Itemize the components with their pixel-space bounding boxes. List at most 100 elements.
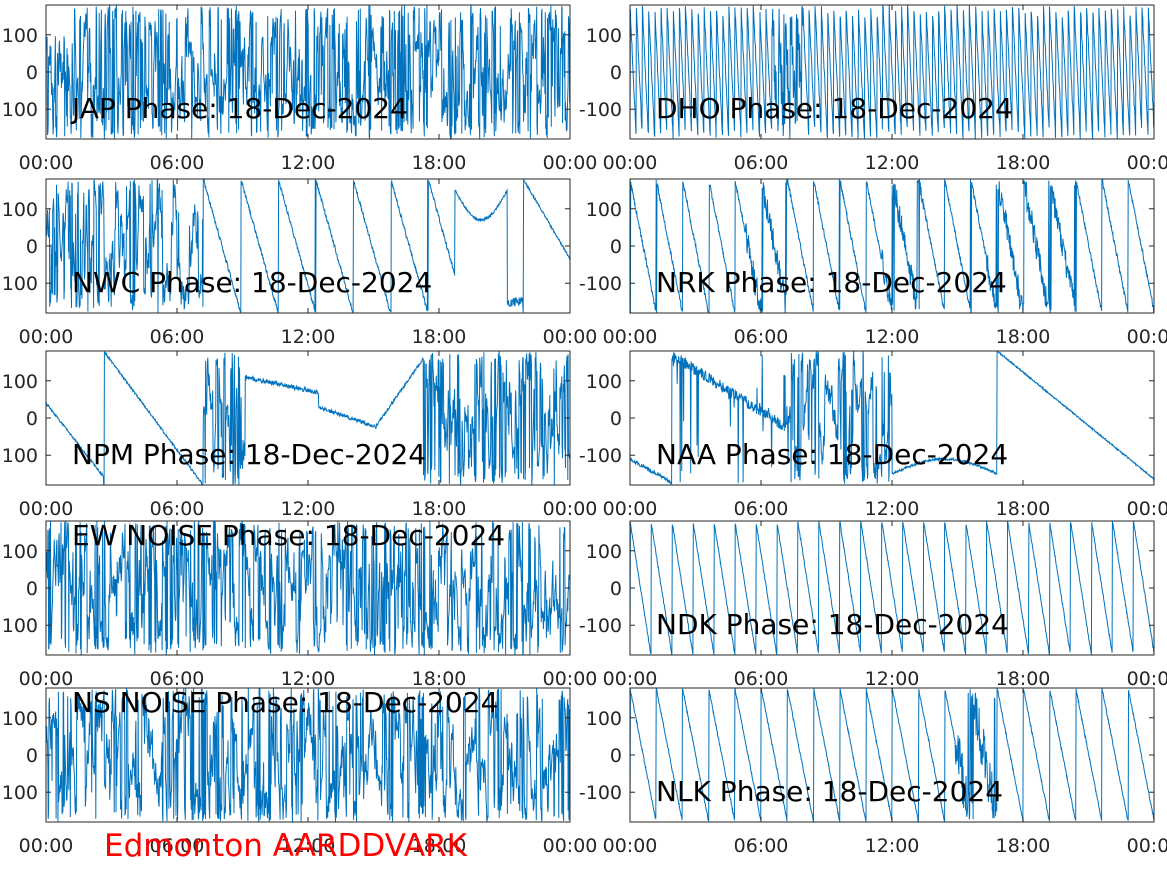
x-tick-label: 00:00 — [543, 152, 598, 174]
y-tick-label: 100 — [2, 371, 38, 393]
x-tick-label: 00:00 — [1127, 498, 1167, 520]
panel-title: NLK Phase: 18-Dec-2024 — [656, 775, 1003, 808]
x-tick-label: 18:00 — [996, 835, 1051, 857]
y-tick-label: -100 — [579, 273, 622, 295]
x-tick-label: 00:00 — [603, 326, 658, 348]
x-tick-label: 06:00 — [734, 498, 789, 520]
x-tick-label: 06:00 — [734, 668, 789, 690]
x-tick-label: 12:00 — [281, 835, 336, 857]
y-tick-label: 100 — [586, 371, 622, 393]
phase-panel: 100 0 100 00:00 06:00 12:00 18:00 00:00 NWC Phas… — [2, 178, 598, 348]
x-tick-label: 00:00 — [603, 498, 658, 520]
x-tick-label: 06:00 — [734, 152, 789, 174]
y-tick-label: 0 — [610, 408, 622, 430]
x-tick-label: 06:00 — [734, 835, 789, 857]
x-tick-label: 00:00 — [19, 835, 74, 857]
x-tick-label: 00:00 — [543, 498, 598, 520]
x-tick-label: 12:00 — [865, 835, 920, 857]
phase-series-line — [629, 520, 1155, 656]
y-tick-label: 100 — [2, 273, 38, 295]
x-tick-label: 06:00 — [150, 668, 205, 690]
x-tick-label: 00:00 — [19, 668, 74, 690]
y-tick-label: 100 — [2, 541, 38, 563]
y-tick-label: 100 — [586, 199, 622, 221]
x-tick-label: 12:00 — [281, 668, 336, 690]
y-tick-label: 100 — [2, 445, 38, 467]
x-tick-label: 00:00 — [543, 326, 598, 348]
y-tick-label: 0 — [26, 578, 38, 600]
x-tick-label: 00:00 — [543, 668, 598, 690]
y-tick-label: 100 — [586, 708, 622, 730]
phase-series-line — [45, 178, 571, 314]
y-tick-label: 100 — [2, 99, 38, 121]
panel-title: NPM Phase: 18-Dec-2024 — [72, 438, 426, 471]
y-tick-label: 0 — [610, 236, 622, 258]
y-tick-label: 100 — [2, 782, 38, 804]
x-tick-label: 18:00 — [412, 498, 467, 520]
x-tick-label: 00:00 — [19, 152, 74, 174]
phase-series-line — [45, 521, 571, 656]
y-tick-label: -100 — [579, 782, 622, 804]
panel-title: NWC Phase: 18-Dec-2024 — [72, 266, 432, 299]
y-tick-label: 0 — [610, 62, 622, 84]
y-tick-label: 100 — [2, 615, 38, 637]
phase-panel: 100 0 100 00:00 06:00 12:00 18:00 00:00 EW NOISE… — [2, 519, 598, 690]
phase-panel: 100 0 -100 00:00 06:00 12:00 18:00 00:00 NRK Pha… — [579, 178, 1167, 348]
x-tick-label: 18:00 — [996, 326, 1051, 348]
x-tick-label: 18:00 — [412, 835, 467, 857]
phase-series-line — [629, 687, 1155, 823]
x-tick-label: 12:00 — [865, 668, 920, 690]
y-tick-label: 100 — [2, 25, 38, 47]
x-tick-label: 00:00 — [1127, 326, 1167, 348]
station-label: Edmonton AARDDVARK — [104, 828, 468, 864]
panel-title: NAA Phase: 18-Dec-2024 — [656, 438, 1008, 471]
x-tick-label: 18:00 — [412, 668, 467, 690]
phase-panel: 100 0 -100 00:00 06:00 12:00 18:00 00:00 DHO Pha… — [579, 4, 1167, 174]
x-tick-label: 18:00 — [412, 152, 467, 174]
phase-panel: 100 0 -100 00:00 06:00 12:00 18:00 00:00 NAA Pha… — [579, 350, 1167, 520]
y-tick-label: -100 — [579, 445, 622, 467]
phase-panel: 100 0 100 00:00 06:00 12:00 18:00 00:00 NS NOISE… — [2, 686, 598, 857]
x-tick-label: 00:00 — [1127, 668, 1167, 690]
x-tick-label: 06:00 — [734, 326, 789, 348]
x-tick-label: 12:00 — [281, 326, 336, 348]
x-tick-label: 00:00 — [603, 668, 658, 690]
y-tick-label: 0 — [26, 62, 38, 84]
phase-panel: 100 0 -100 00:00 06:00 12:00 18:00 00:00 NLK Pha… — [579, 687, 1167, 857]
x-tick-label: 12:00 — [865, 326, 920, 348]
x-tick-label: 12:00 — [865, 498, 920, 520]
x-tick-label: 00:00 — [1127, 152, 1167, 174]
x-tick-label: 00:00 — [19, 498, 74, 520]
panel-title: JAP Phase: 18-Dec-2024 — [70, 92, 408, 125]
phase-series-line — [629, 5, 1155, 139]
x-tick-label: 00:00 — [603, 835, 658, 857]
x-tick-label: 00:00 — [1127, 835, 1167, 857]
x-tick-label: 00:00 — [603, 152, 658, 174]
panel-title: EW NOISE Phase: 18-Dec-2024 — [72, 519, 505, 552]
phase-panel: 100 0 -100 00:00 06:00 12:00 18:00 00:00 NDK Pha… — [579, 520, 1167, 690]
phase-panel: 100 0 100 00:00 06:00 12:00 18:00 00:00 JAP Phas… — [2, 4, 598, 174]
y-tick-label: 100 — [2, 199, 38, 221]
x-tick-label: 00:00 — [19, 326, 74, 348]
phase-panel: 100 0 100 00:00 06:00 12:00 18:00 00:00 NPM Phas… — [2, 350, 598, 520]
y-tick-label: 0 — [26, 745, 38, 767]
x-tick-label: 06:00 — [150, 152, 205, 174]
y-tick-label: -100 — [579, 99, 622, 121]
y-tick-label: 0 — [610, 745, 622, 767]
phase-series-line — [45, 687, 571, 822]
phase-series-line — [629, 350, 1155, 485]
x-tick-label: 12:00 — [281, 498, 336, 520]
phase-series-line — [45, 5, 571, 139]
phase-series-line — [629, 178, 1155, 315]
panel-title: NS NOISE Phase: 18-Dec-2024 — [72, 686, 498, 719]
x-tick-label: 18:00 — [996, 152, 1051, 174]
x-tick-label: 18:00 — [412, 326, 467, 348]
panel-title: NDK Phase: 18-Dec-2024 — [656, 608, 1009, 641]
x-tick-label: 06:00 — [150, 498, 205, 520]
panel-title: NRK Phase: 18-Dec-2024 — [656, 266, 1007, 299]
x-tick-label: 18:00 — [996, 668, 1051, 690]
panel-title: DHO Phase: 18-Dec-2024 — [656, 92, 1013, 125]
phase-series-line — [45, 350, 571, 486]
y-tick-label: -100 — [579, 615, 622, 637]
